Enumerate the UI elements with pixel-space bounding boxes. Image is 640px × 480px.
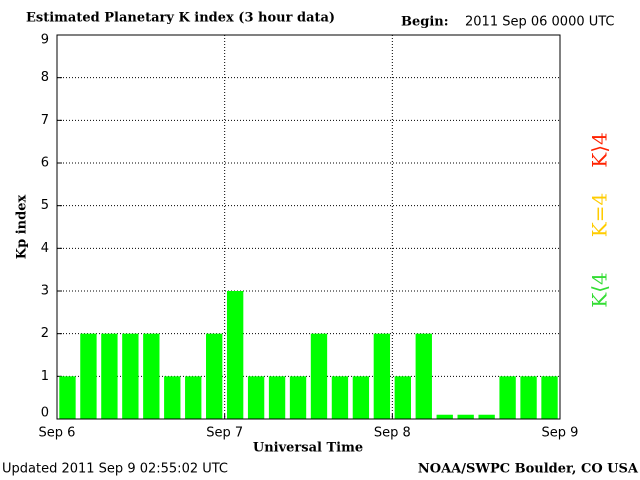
y-tick-label: 6 <box>41 156 49 171</box>
plot-frame <box>56 34 561 420</box>
y-tick-label: 7 <box>41 113 49 128</box>
y-tick-label: 4 <box>41 241 49 256</box>
x-axis-label: Universal Time <box>253 441 363 456</box>
y-axis-label: Kp index <box>15 195 30 260</box>
bar <box>289 376 307 419</box>
bar <box>415 333 432 419</box>
x-tick-label: Sep 7 <box>206 426 243 441</box>
bar <box>59 376 76 419</box>
bar <box>352 376 370 419</box>
x-tick-label: Sep 6 <box>39 426 76 441</box>
bar <box>331 376 349 419</box>
bar <box>541 376 558 419</box>
bar <box>520 376 537 419</box>
y-tick-label: 5 <box>41 198 49 213</box>
y-tick-label: 1 <box>41 369 49 384</box>
y-tick-label: 3 <box>41 284 49 299</box>
bar <box>394 376 411 419</box>
bar <box>247 376 265 419</box>
bar <box>457 414 474 419</box>
begin-date: 2011 Sep 06 0000 UTC <box>465 15 615 30</box>
x-tick-label: Sep 9 <box>542 426 579 441</box>
legend-entry: K⟩4 <box>588 132 612 167</box>
begin-label: Begin: <box>401 15 449 30</box>
y-tick-label: 2 <box>41 326 49 341</box>
x-tick-label: Sep 8 <box>374 426 411 441</box>
bar <box>143 333 160 419</box>
bar <box>122 333 139 419</box>
legend-entry: K⟨4 <box>588 272 612 307</box>
bar <box>164 376 181 419</box>
bar <box>80 333 97 419</box>
y-tick-label: 0 <box>41 406 49 421</box>
bar <box>101 333 118 419</box>
legend-entry: K=4 <box>588 193 612 237</box>
bar <box>206 333 223 419</box>
bar <box>373 333 391 419</box>
y-tick-label: 8 <box>41 70 49 85</box>
bar <box>478 414 495 419</box>
bar <box>268 376 286 419</box>
source: NOAA/SWPC Boulder, CO USA <box>418 462 639 477</box>
bar <box>499 376 516 419</box>
chart-title: Estimated Planetary K index (3 hour data… <box>26 11 335 26</box>
updated: Updated 2011 Sep 9 02:55:02 UTC <box>2 462 228 477</box>
y-tick-label: 9 <box>41 33 49 48</box>
bar <box>436 414 453 419</box>
bar <box>185 376 202 419</box>
bar <box>226 291 244 419</box>
bar <box>310 333 328 419</box>
